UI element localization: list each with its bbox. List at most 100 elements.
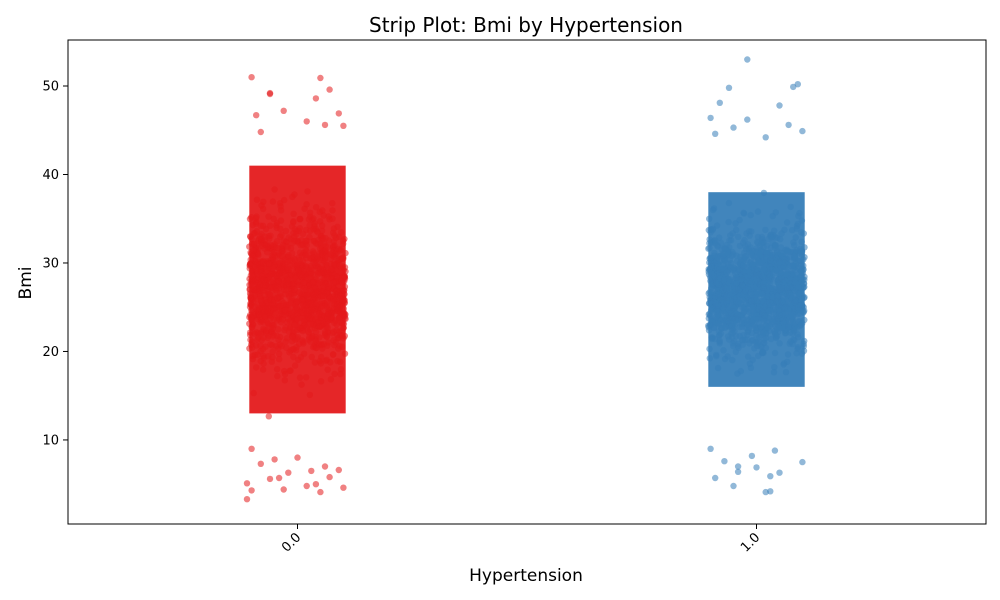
data-point: [247, 233, 254, 240]
series-1.0: [705, 56, 808, 496]
data-point: [787, 292, 794, 299]
data-point: [261, 245, 268, 252]
data-point: [732, 316, 739, 323]
data-point: [252, 220, 260, 227]
data-point: [260, 205, 267, 213]
data-point: [259, 222, 267, 229]
y-tick-label: 20: [42, 345, 59, 360]
outlier-point: [748, 452, 756, 460]
data-point: [747, 211, 754, 219]
data-point: [291, 362, 299, 369]
data-point: [341, 264, 349, 271]
data-point: [784, 283, 791, 291]
data-point: [247, 294, 254, 301]
outlier-point: [257, 128, 264, 136]
data-point: [312, 289, 319, 296]
data-point: [324, 366, 331, 373]
data-point: [332, 339, 339, 346]
outlier-point: [303, 482, 310, 490]
data-point: [306, 209, 314, 216]
data-point: [268, 358, 275, 365]
data-point: [706, 215, 713, 222]
data-point: [277, 217, 285, 224]
data-point: [711, 335, 718, 343]
data-point: [756, 259, 763, 266]
data-point: [289, 193, 296, 201]
data-point: [726, 277, 733, 284]
data-point: [735, 344, 742, 351]
data-point: [706, 293, 713, 301]
data-point: [782, 369, 790, 376]
data-point: [266, 260, 273, 268]
data-point: [270, 278, 277, 285]
data-point: [341, 332, 348, 340]
data-point: [795, 265, 803, 272]
data-point: [311, 359, 319, 366]
data-point: [340, 237, 347, 244]
plot-frame: [67, 39, 987, 525]
data-point: [776, 340, 783, 347]
data-point: [299, 308, 306, 316]
outlier-point: [253, 112, 260, 119]
data-point: [262, 282, 269, 289]
data-point: [314, 319, 321, 326]
data-point: [316, 250, 323, 257]
data-point: [725, 199, 733, 207]
data-point: [767, 307, 774, 314]
outlier-point: [725, 84, 733, 92]
data-point: [331, 319, 338, 326]
data-point: [801, 337, 808, 345]
data-point: [320, 212, 327, 219]
data-point: [798, 217, 806, 224]
data-point: [273, 287, 281, 295]
data-point: [270, 215, 277, 222]
data-point: [300, 338, 307, 346]
data-point: [769, 293, 777, 301]
data-point: [784, 248, 792, 255]
data-point: [730, 251, 737, 258]
data-point: [726, 237, 733, 244]
data-point: [317, 378, 325, 385]
data-point: [270, 249, 278, 256]
data-point: [323, 302, 331, 310]
data-point: [710, 272, 717, 279]
data-point: [331, 370, 338, 378]
data-point: [275, 326, 282, 333]
data-point: [760, 280, 767, 287]
data-point: [797, 248, 805, 255]
data-point: [708, 263, 715, 270]
data-point: [801, 294, 808, 301]
data-point: [775, 306, 782, 314]
data-point: [717, 330, 725, 337]
data-point: [313, 309, 320, 316]
data-point: [305, 288, 312, 295]
data-point: [744, 273, 752, 281]
data-point: [247, 250, 255, 258]
data-point: [728, 330, 735, 337]
data-point: [795, 304, 802, 311]
data-point: [735, 276, 742, 284]
data-point: [268, 271, 275, 278]
data-point: [307, 265, 315, 272]
data-point: [723, 298, 730, 305]
y-axis-label: Bmi: [16, 267, 36, 300]
data-point: [751, 345, 758, 352]
data-point: [249, 282, 256, 290]
data-point: [791, 299, 799, 306]
data-point: [260, 198, 267, 205]
outlier-point: [767, 488, 774, 495]
data-point: [283, 243, 290, 250]
data-point: [797, 321, 805, 328]
data-point: [745, 327, 752, 334]
data-point: [707, 254, 715, 261]
data-point: [285, 291, 292, 298]
outlier-point: [321, 463, 329, 470]
data-point: [339, 311, 346, 318]
data-point: [756, 333, 763, 341]
data-point: [767, 335, 775, 343]
data-point: [325, 282, 333, 289]
data-point: [730, 264, 738, 271]
data-point: [251, 303, 259, 310]
data-point: [795, 212, 802, 220]
